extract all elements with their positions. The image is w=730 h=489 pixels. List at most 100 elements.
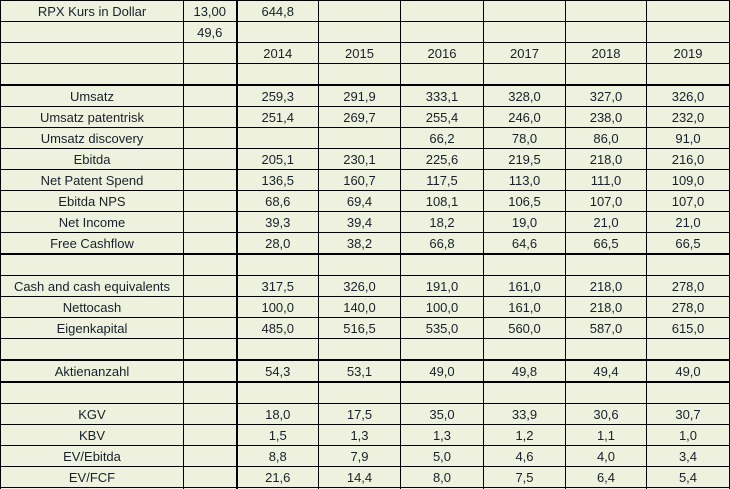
value-cell[interactable]: 219,5 xyxy=(483,148,566,170)
value-cell[interactable]: 218,0 xyxy=(565,275,647,297)
empty-cell[interactable] xyxy=(183,424,238,446)
value-cell[interactable]: 91,0 xyxy=(646,127,730,149)
year-header-cell[interactable]: 2014 xyxy=(236,42,319,64)
empty-cell[interactable] xyxy=(565,338,647,361)
empty-cell[interactable] xyxy=(183,338,238,361)
value-cell[interactable]: 246,0 xyxy=(483,106,566,128)
empty-cell[interactable] xyxy=(483,338,566,361)
value-cell[interactable]: 100,0 xyxy=(236,296,319,318)
row-label-cell[interactable]: Eigenkapital xyxy=(0,317,184,339)
value-cell[interactable]: 1,1 xyxy=(565,424,647,446)
value-cell[interactable]: 326,0 xyxy=(646,84,730,107)
value-cell[interactable]: 108,1 xyxy=(400,190,484,212)
empty-cell[interactable] xyxy=(565,381,647,404)
empty-cell[interactable] xyxy=(183,63,238,86)
value-cell[interactable]: 14,4 xyxy=(318,466,401,488)
value-cell[interactable]: 66,5 xyxy=(565,232,647,255)
value-cell[interactable]: 238,0 xyxy=(565,106,647,128)
value-cell[interactable]: 516,5 xyxy=(318,317,401,339)
empty-cell[interactable] xyxy=(236,21,319,43)
value-cell[interactable]: 100,0 xyxy=(400,296,484,318)
value-cell[interactable]: 86,0 xyxy=(565,127,647,149)
value-cell[interactable]: 232,0 xyxy=(646,106,730,128)
row-label-cell[interactable]: RPX Kurs in Dollar xyxy=(0,0,184,22)
value-cell[interactable]: 205,1 xyxy=(236,148,319,170)
value-cell[interactable]: 5,0 xyxy=(400,445,484,467)
empty-cell[interactable] xyxy=(236,338,319,361)
value-cell[interactable]: 140,0 xyxy=(318,296,401,318)
empty-cell[interactable] xyxy=(183,84,238,107)
value-cell[interactable]: 113,0 xyxy=(483,169,566,191)
value-cell[interactable]: 109,0 xyxy=(646,169,730,191)
value-cell[interactable]: 18,0 xyxy=(236,403,319,425)
value-cell[interactable]: 218,0 xyxy=(565,148,647,170)
value-cell[interactable]: 136,5 xyxy=(236,169,319,191)
empty-cell[interactable] xyxy=(318,381,401,404)
value-cell[interactable]: 117,5 xyxy=(400,169,484,191)
empty-cell[interactable] xyxy=(565,0,647,22)
value-cell[interactable]: 161,0 xyxy=(483,275,566,297)
year-header-cell[interactable]: 2016 xyxy=(400,42,484,64)
row-label-cell[interactable]: Umsatz xyxy=(0,84,184,107)
empty-cell[interactable] xyxy=(183,42,238,64)
empty-cell[interactable] xyxy=(318,0,401,22)
value-cell[interactable]: 39,4 xyxy=(318,211,401,233)
empty-cell[interactable] xyxy=(183,169,238,191)
empty-cell[interactable] xyxy=(483,381,566,404)
value-cell[interactable]: 66,8 xyxy=(400,232,484,255)
empty-cell[interactable] xyxy=(646,338,730,361)
empty-cell[interactable] xyxy=(646,21,730,43)
value-cell[interactable]: 6,4 xyxy=(565,466,647,488)
value-cell[interactable]: 3,4 xyxy=(646,445,730,467)
empty-cell[interactable] xyxy=(183,190,238,212)
value-cell[interactable]: 615,0 xyxy=(646,317,730,339)
empty-cell[interactable] xyxy=(183,148,238,170)
value-cell[interactable]: 49,8 xyxy=(483,359,566,383)
empty-cell[interactable] xyxy=(646,487,730,489)
empty-cell[interactable] xyxy=(565,21,647,43)
value-cell[interactable]: 218,0 xyxy=(565,296,647,318)
empty-cell[interactable] xyxy=(565,253,647,276)
value-cell[interactable]: 33,9 xyxy=(483,403,566,425)
row-label-cell[interactable]: Ebitda NPS xyxy=(0,190,184,212)
value-cell[interactable]: 160,7 xyxy=(318,169,401,191)
row-label-cell[interactable]: Ebitda xyxy=(0,148,184,170)
value-cell[interactable]: 535,0 xyxy=(400,317,484,339)
empty-cell[interactable] xyxy=(400,63,484,86)
value-cell[interactable]: 1,0 xyxy=(646,424,730,446)
empty-cell[interactable] xyxy=(0,253,184,276)
value-cell[interactable]: 560,0 xyxy=(483,317,566,339)
empty-cell[interactable] xyxy=(0,338,184,361)
value-cell[interactable]: 28,0 xyxy=(236,232,319,255)
value-cell[interactable]: 21,0 xyxy=(646,211,730,233)
value-cell[interactable]: 39,3 xyxy=(236,211,319,233)
value-cell[interactable]: 1,3 xyxy=(400,424,484,446)
value-cell[interactable]: 53,1 xyxy=(318,359,401,383)
row-label-cell[interactable]: Aktienanzahl xyxy=(0,359,184,383)
empty-cell[interactable] xyxy=(183,211,238,233)
empty-cell[interactable] xyxy=(183,232,238,255)
empty-cell[interactable] xyxy=(0,42,184,64)
value-cell[interactable]: 4,6 xyxy=(483,445,566,467)
year-header-cell[interactable]: 2018 xyxy=(565,42,647,64)
value-cell[interactable]: 191,0 xyxy=(400,275,484,297)
value-cell[interactable]: 161,0 xyxy=(483,296,566,318)
value-cell[interactable]: 317,5 xyxy=(236,275,319,297)
empty-cell[interactable] xyxy=(565,63,647,86)
empty-cell[interactable] xyxy=(183,317,238,339)
empty-cell[interactable] xyxy=(183,403,238,425)
value-cell[interactable]: 13,00 xyxy=(183,0,238,22)
row-label-cell[interactable]: Umsatz patentrisk xyxy=(0,106,184,128)
value-cell[interactable]: 38,2 xyxy=(318,232,401,255)
empty-cell[interactable] xyxy=(318,63,401,86)
empty-cell[interactable] xyxy=(400,21,484,43)
empty-cell[interactable] xyxy=(318,127,401,149)
value-cell[interactable]: 35,0 xyxy=(400,403,484,425)
value-cell[interactable]: 216,0 xyxy=(646,148,730,170)
value-cell[interactable]: 49,4 xyxy=(565,359,647,383)
row-label-cell[interactable]: Net Income xyxy=(0,211,184,233)
value-cell[interactable]: 106,5 xyxy=(483,190,566,212)
value-cell[interactable]: 7,5 xyxy=(483,466,566,488)
empty-cell[interactable] xyxy=(183,275,238,297)
value-cell[interactable]: 17,5 xyxy=(318,403,401,425)
